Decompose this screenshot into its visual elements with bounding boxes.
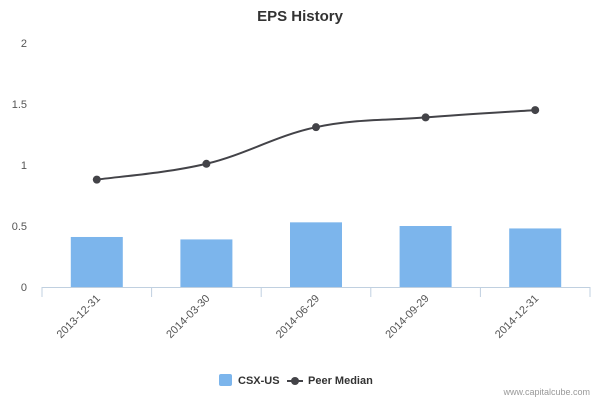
line-point	[92, 175, 101, 184]
legend-swatch-bar	[219, 374, 232, 386]
legend-label-csx-us: CSX-US	[238, 375, 280, 387]
bar	[180, 239, 233, 287]
bar-series-csx-us	[70, 222, 562, 287]
y-tick-label: 0.5	[12, 221, 27, 233]
peer-median-line	[96, 109, 536, 181]
legend-swatch-marker	[291, 377, 299, 385]
peer-median-markers	[92, 106, 540, 184]
line-point	[202, 159, 211, 168]
bar	[70, 236, 123, 287]
x-tick-label: 2014-06-29	[274, 293, 322, 341]
x-tick-label: 2013-12-31	[55, 293, 103, 341]
line-point	[421, 113, 430, 122]
line-point	[312, 123, 320, 132]
x-axis-labels: 2013-12-31 2014-03-30 2014-06-29 2014-09-29…	[55, 293, 542, 341]
x-tick-label: 2014-12-31	[493, 293, 541, 341]
legend-item-csx-us[interactable]: CSX-US	[219, 374, 280, 387]
y-tick-label: 0	[21, 282, 27, 294]
bar	[399, 226, 452, 287]
x-tick-label: 2014-03-30	[164, 293, 212, 341]
y-tick-label: 2	[21, 38, 27, 50]
x-tick-label: 2014-09-29	[383, 293, 431, 341]
legend-item-peer-median[interactable]: Peer Median	[287, 375, 373, 387]
y-tick-label: 1.5	[12, 99, 27, 111]
y-axis-labels: 0 0.5 1 1.5 2	[12, 38, 27, 294]
y-tick-label: 1	[21, 160, 27, 172]
bar	[290, 222, 342, 287]
legend: CSX-US Peer Median	[219, 374, 373, 387]
chart-title: EPS History	[257, 8, 344, 25]
legend-label-peer-median: Peer Median	[308, 375, 373, 387]
line-point	[531, 106, 540, 115]
bar	[509, 228, 562, 287]
x-axis-ticks	[41, 287, 591, 297]
credit-text[interactable]: www.capitalcube.com	[502, 387, 590, 397]
